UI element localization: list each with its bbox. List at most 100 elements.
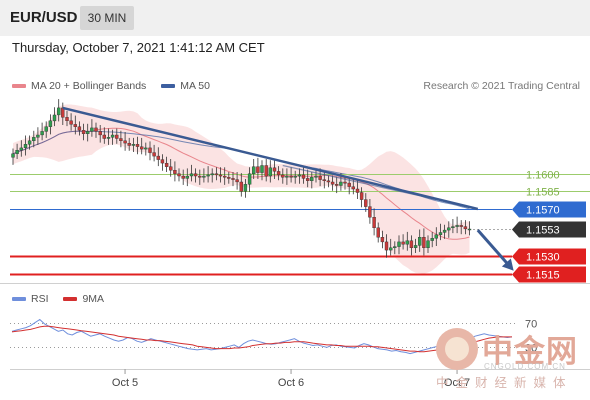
candle-body (301, 174, 306, 179)
candle-body (231, 178, 235, 180)
candle-body (189, 173, 194, 177)
candle-body (335, 184, 339, 186)
level-label-1.1585: 1.1585 (526, 187, 560, 199)
level-label-1.1515: 1.1515 (526, 270, 560, 282)
candle-body (160, 159, 165, 164)
level-label-1.1570: 1.1570 (526, 205, 560, 217)
candles (11, 99, 472, 258)
candle-body (181, 175, 185, 179)
candle-body (272, 167, 277, 172)
candle-body (430, 238, 434, 241)
candle-body (260, 165, 264, 173)
candle-body (218, 174, 223, 177)
chart-header: EUR/USD 30 MIN (0, 0, 590, 36)
candle-body (447, 227, 451, 231)
candle-body (364, 199, 368, 207)
x-tick-label-Oct 5: Oct 5 (112, 377, 138, 389)
level-label-1.1553: 1.1553 (526, 225, 560, 237)
candle-body (442, 229, 447, 233)
candle-body (15, 149, 19, 154)
candle-body (85, 131, 90, 134)
candle-body (11, 153, 15, 158)
candle-body (65, 117, 69, 122)
candle-body (210, 173, 214, 176)
candle-body (222, 175, 227, 178)
candle-body (156, 155, 161, 160)
candle-body (135, 144, 140, 147)
candle-body (193, 173, 198, 177)
candle-body (247, 173, 252, 185)
candle-body (318, 175, 322, 180)
candle-body (131, 144, 136, 146)
candle-body (61, 107, 65, 118)
candle-body (293, 175, 297, 178)
candle-body (102, 134, 107, 139)
candle-body (52, 114, 57, 122)
timeframe-button[interactable]: 30 MIN (80, 6, 134, 30)
candle-body (285, 175, 289, 178)
candle-body (152, 152, 156, 157)
rsi-ma-line (11, 325, 512, 353)
candle-body (397, 241, 401, 247)
candle-body (276, 171, 281, 176)
candle-body (355, 188, 360, 193)
legend-rsi-ma-swatch (63, 297, 78, 302)
candle-body (198, 175, 202, 178)
candle-body (434, 234, 438, 239)
candle-body (359, 192, 364, 200)
cngold-logo-icon (436, 328, 478, 370)
level-tag-1.1530 (512, 248, 586, 265)
candle-body (90, 127, 94, 132)
trendline-1 (282, 164, 454, 204)
candle-body (202, 175, 206, 178)
legend-rsi-swatch (12, 297, 26, 302)
candle-body (173, 169, 177, 174)
candle-body (351, 186, 355, 190)
level-tag-1.1570 (512, 201, 586, 218)
level-label-1.1600: 1.1600 (526, 170, 560, 182)
watermark: 中金网 CNGOLD.COM.CN 中金财经新媒体 (436, 326, 586, 392)
candle-body (343, 181, 347, 184)
candle-body (69, 120, 73, 125)
legend-ma50: MA 50 (161, 80, 210, 92)
candle-body (330, 181, 335, 185)
candle-body (148, 147, 152, 153)
candle-body (168, 166, 173, 171)
candle-body (380, 236, 385, 243)
level-tag-1.1515 (512, 266, 586, 283)
candle-body (177, 173, 181, 177)
legend-ma20: MA 20 + Bollinger Bands (12, 80, 146, 92)
legend-rsi: RSI (12, 293, 49, 305)
candle-body (139, 146, 144, 150)
candle-body (115, 134, 119, 139)
candle-body (376, 227, 380, 238)
candle-body (314, 175, 318, 178)
candle-body (289, 175, 293, 178)
candle-body (368, 206, 372, 218)
candle-body (40, 131, 44, 136)
candle-body (268, 167, 272, 177)
candle-body (164, 162, 169, 167)
candle-body (451, 226, 455, 229)
candle-body (185, 175, 190, 179)
candle-body (123, 140, 127, 144)
candle-body (98, 131, 102, 136)
candle-body (467, 228, 472, 231)
cngold-logo-icon-inner (445, 337, 469, 361)
rsi-line (11, 318, 513, 355)
candle-body (401, 241, 405, 245)
candle-body (306, 178, 310, 181)
candle-body (438, 232, 443, 235)
candle-body (339, 181, 343, 186)
candle-body (422, 236, 426, 248)
candle-body (326, 180, 331, 183)
candle-body (48, 120, 53, 127)
candle-body (413, 245, 418, 248)
price-legend: MA 20 + Bollinger Bands MA 50 (12, 80, 222, 92)
candle-body (73, 124, 78, 127)
candle-body (347, 182, 351, 187)
candle-body (463, 226, 468, 230)
candle-body (94, 127, 98, 132)
candle-body (57, 107, 61, 116)
